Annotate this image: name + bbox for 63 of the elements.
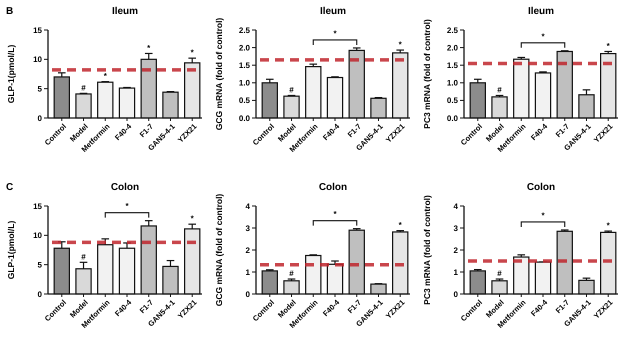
y-axis-title: GCG mRNA (fold of control) [214, 194, 224, 306]
y-tick-label: 10 [33, 231, 43, 240]
annotation: # [289, 269, 294, 278]
y-tick-label: 3 [454, 224, 459, 233]
annotation: # [497, 85, 502, 94]
y-tick-label: 2.0 [238, 43, 251, 52]
y-tick-label: 1 [246, 268, 251, 277]
y-tick-label: 1 [454, 268, 459, 277]
annotation: * [333, 28, 338, 38]
y-tick-label: 2 [454, 246, 459, 255]
y-tick-label: 2.5 [446, 26, 459, 35]
y-tick-label: 0.0 [446, 114, 459, 123]
y-tick-label: 0.5 [446, 96, 459, 106]
text: B [6, 6, 14, 17]
annotation: * [190, 48, 195, 58]
annotation: # [81, 252, 86, 262]
chart-title: Ileum [320, 6, 346, 17]
y-tick-label: 5 [38, 84, 43, 94]
y-tick-label: 1.5 [446, 61, 459, 70]
annotation: * [125, 202, 130, 211]
y-tick-label: 2 [246, 246, 251, 255]
y-tick-label: 4 [246, 202, 251, 211]
chart-title: Colon [318, 182, 348, 193]
y-tick-label: 5 [38, 260, 43, 270]
y-axis-title: PC3 mRNA (fold of control) [422, 18, 432, 129]
chart-title: Ileum [112, 6, 138, 17]
annotation: # [81, 83, 86, 92]
annotation: * [606, 41, 611, 50]
y-tick-label: 4 [454, 202, 459, 211]
y-axis-title: GLP-1(pmol/L) [6, 44, 16, 104]
y-tick-label: 0.0 [238, 114, 251, 123]
y-axis-title: PC3 mRNA (fold of control) [422, 194, 432, 305]
y-tick-label: 0 [38, 114, 43, 123]
y-tick-label: 0 [454, 290, 459, 299]
chart-title: Colon [110, 182, 140, 193]
y-tick-label: 0 [246, 290, 251, 299]
y-tick-label: 10 [33, 55, 43, 64]
annotation: * [541, 32, 546, 41]
chart-title: Ileum [528, 6, 554, 17]
annotation: * [190, 214, 195, 224]
y-axis-title: GCG mRNA (fold of control) [214, 18, 224, 130]
annotation: * [541, 210, 546, 220]
text: C [6, 182, 14, 193]
y-tick-label: 2.5 [238, 26, 251, 35]
y-tick-label: 15 [33, 202, 43, 211]
y-axis-title: GLP-1(pmol/L) [6, 220, 16, 280]
y-tick-label: 1.5 [238, 61, 251, 70]
annotation: * [606, 221, 611, 230]
y-tick-label: 0 [38, 290, 43, 299]
annotation: * [398, 220, 403, 230]
annotation: * [398, 40, 403, 50]
y-tick-label: 1.0 [446, 78, 459, 88]
annotation: * [333, 210, 338, 219]
y-tick-label: 15 [33, 26, 43, 35]
y-tick-label: 3 [246, 224, 251, 233]
chart-title: Colon [526, 182, 556, 193]
annotation: # [289, 85, 294, 94]
y-tick-label: 2.0 [446, 43, 459, 52]
y-tick-label: 0.5 [238, 96, 251, 106]
y-tick-label: 1.0 [238, 78, 251, 88]
annotation: * [104, 72, 108, 81]
annotation: # [497, 269, 502, 278]
annotation: * [147, 43, 152, 52]
